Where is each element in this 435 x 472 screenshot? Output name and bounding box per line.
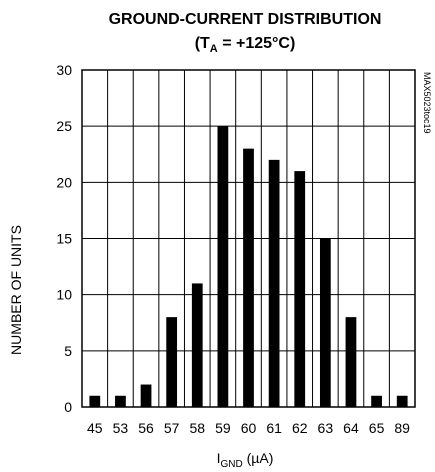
side-note: MAX5023toc19 xyxy=(422,72,432,134)
subtitle-subscript: A xyxy=(210,43,218,55)
subtitle-prefix: (T xyxy=(195,35,210,52)
x-tick-label: 65 xyxy=(369,420,385,436)
bar-65 xyxy=(371,395,382,407)
bar-64 xyxy=(345,317,357,407)
x-tick-label: 61 xyxy=(266,420,282,436)
x-tick-label: 59 xyxy=(215,420,231,436)
x-label-main: I xyxy=(217,450,221,466)
y-tick-label: 10 xyxy=(56,287,72,303)
y-tick-labels: 0 5 10 15 20 25 30 xyxy=(56,62,72,415)
bars xyxy=(89,126,408,408)
bar-89 xyxy=(396,395,408,407)
bar-59 xyxy=(217,126,229,408)
x-tick-label: 62 xyxy=(292,420,308,436)
x-tick-label: 57 xyxy=(164,420,180,436)
bar-62 xyxy=(294,171,306,407)
y-tick-label: 15 xyxy=(56,231,72,247)
subtitle-suffix: = +125°C) xyxy=(218,35,296,52)
bar-58 xyxy=(191,283,203,407)
bar-53 xyxy=(115,395,126,407)
x-tick-label: 60 xyxy=(241,420,257,436)
chart-subtitle: (TA = +125°C) xyxy=(195,35,296,55)
bar-45 xyxy=(89,395,101,407)
x-tick-label: 53 xyxy=(113,420,129,436)
bar-57 xyxy=(166,317,178,407)
x-label-subscript: GND xyxy=(221,459,243,470)
y-axis-label: NUMBER OF UNITS xyxy=(8,225,24,355)
x-tick-label: 89 xyxy=(394,420,410,436)
y-tick-label: 0 xyxy=(64,399,72,415)
x-tick-label: 63 xyxy=(318,420,334,436)
y-tick-label: 25 xyxy=(56,118,72,134)
x-axis-label: IGND (µA) xyxy=(217,450,274,470)
bar-61 xyxy=(268,159,280,407)
x-tick-label: 56 xyxy=(138,420,154,436)
chart-title: GROUND-CURRENT DISTRIBUTION xyxy=(109,11,382,28)
bar-60 xyxy=(243,148,254,407)
x-label-suffix: (µA) xyxy=(243,450,274,466)
x-tick-label: 45 xyxy=(87,420,103,436)
x-tick-labels: 45 53 56 57 58 59 60 61 62 63 64 65 89 xyxy=(87,420,410,436)
y-tick-label: 20 xyxy=(56,174,72,190)
x-tick-label: 64 xyxy=(343,420,359,436)
plot-frame xyxy=(81,69,416,408)
y-tick-label: 5 xyxy=(64,343,72,359)
bar-63 xyxy=(319,238,331,407)
y-tick-label: 30 xyxy=(56,62,72,78)
x-tick-label: 58 xyxy=(189,420,205,436)
bar-56 xyxy=(140,384,152,407)
